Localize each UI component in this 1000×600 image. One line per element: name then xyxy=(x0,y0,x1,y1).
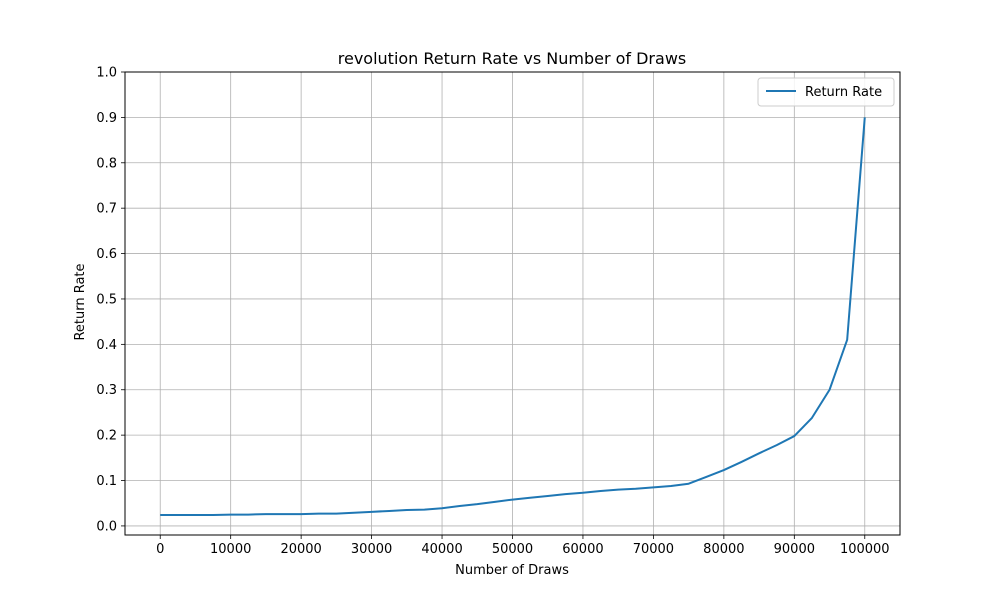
y-tick-label: 0.4 xyxy=(96,338,117,353)
x-tick-label: 90000 xyxy=(774,542,815,557)
y-tick-label: 0.0 xyxy=(96,519,117,534)
y-tick-label: 0.8 xyxy=(96,156,117,171)
x-tick-label: 10000 xyxy=(210,542,251,557)
x-tick-label: 30000 xyxy=(351,542,392,557)
y-tick-label: 0.9 xyxy=(96,111,117,126)
x-tick-label: 100000 xyxy=(840,542,890,557)
y-tick-label: 0.3 xyxy=(96,383,117,398)
y-tick-label: 0.5 xyxy=(96,292,117,307)
y-tick-label: 0.1 xyxy=(96,474,117,489)
y-axis-label: Return Rate xyxy=(73,263,88,340)
grid-lines xyxy=(125,71,900,535)
x-tick-label: 0 xyxy=(156,542,164,557)
x-tick-label: 20000 xyxy=(280,542,321,557)
x-tick-label: 60000 xyxy=(562,542,603,557)
x-tick-label: 70000 xyxy=(633,542,674,557)
series-layer xyxy=(160,117,866,517)
chart-title: revolution Return Rate vs Number of Draw… xyxy=(338,49,686,68)
y-tick-label: 0.2 xyxy=(96,429,117,444)
y-tick-label: 0.6 xyxy=(96,247,117,262)
legend: Return Rate xyxy=(757,77,895,107)
plot-area-frame xyxy=(124,71,901,536)
y-tick-label: 1.0 xyxy=(96,66,117,81)
y-tick-label: 0.7 xyxy=(96,202,117,217)
series-line-return-rate xyxy=(160,117,866,517)
x-tick-label: 40000 xyxy=(421,542,462,557)
legend-label-return-rate: Return Rate xyxy=(805,85,882,100)
legend-box xyxy=(757,77,895,107)
x-tick-label: 50000 xyxy=(492,542,533,557)
x-axis-ticks: 0 10000 20000 30000 40000 50000 60000 70000 8000… xyxy=(156,535,890,557)
x-tick-label: 80000 xyxy=(703,542,744,557)
y-axis-ticks: 0.0 0.1 0.2 0.3 0.4 0.5 0.6 0.7 0.8 0.9 1.0 xyxy=(96,66,125,534)
x-axis-label: Number of Draws xyxy=(455,563,569,578)
